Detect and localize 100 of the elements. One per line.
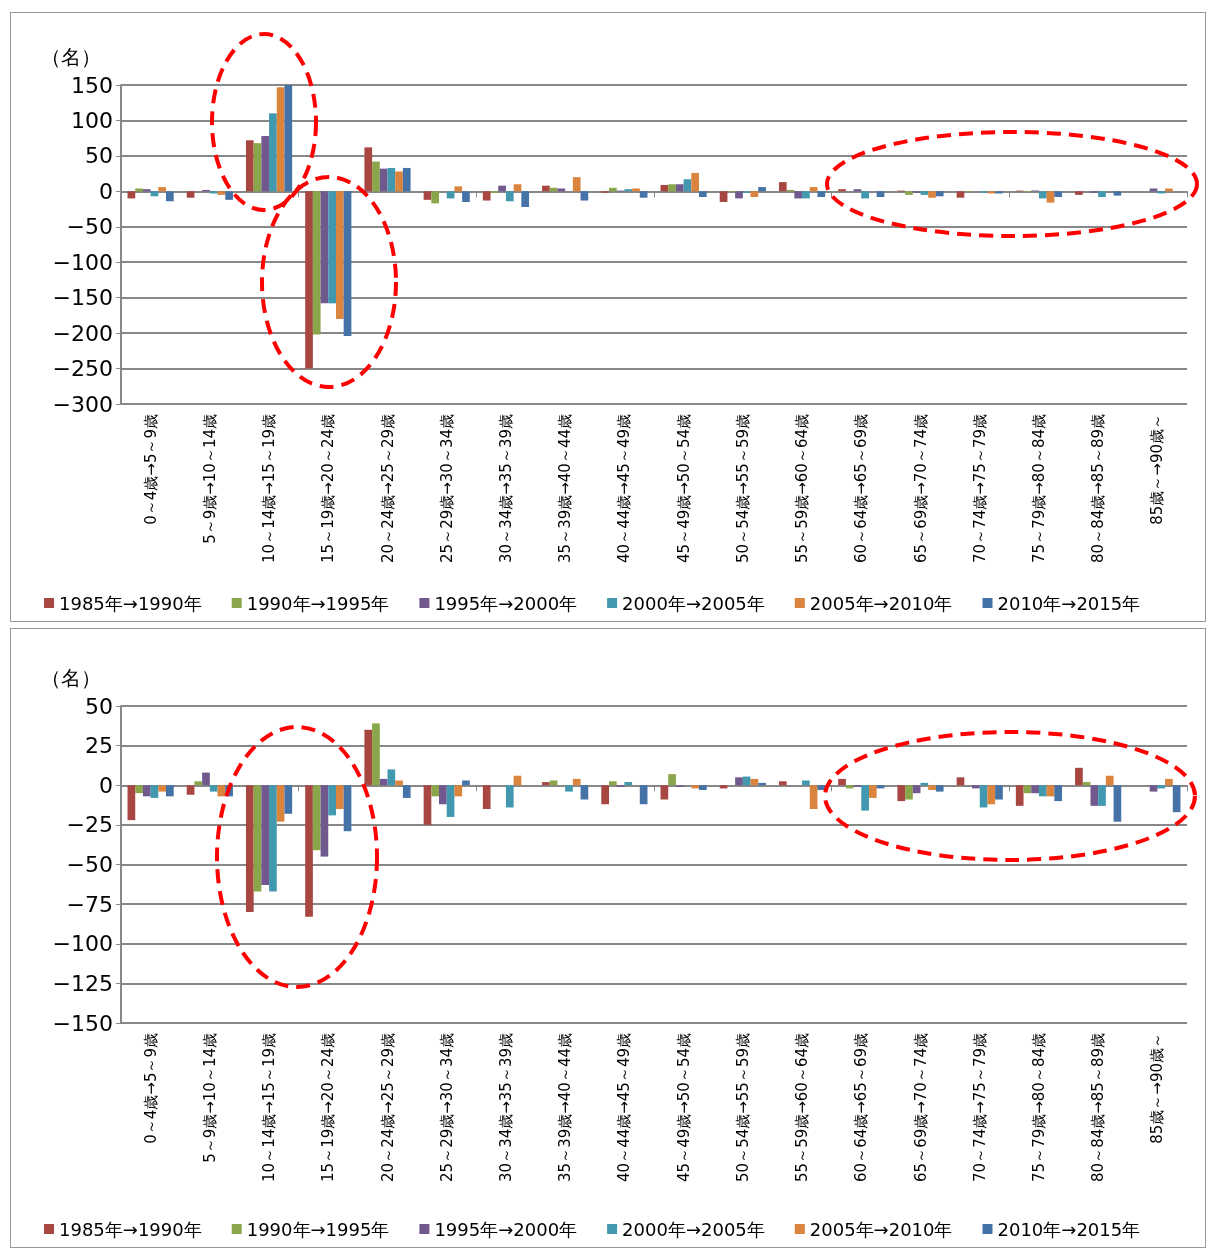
bar xyxy=(312,191,321,335)
x-tick-label: 30～34歳→35～39歳 xyxy=(496,414,515,563)
y-tick-label: −25 xyxy=(66,812,113,838)
bar xyxy=(542,185,550,192)
bar xyxy=(335,785,344,810)
bar xyxy=(972,785,980,789)
bar xyxy=(454,186,463,192)
bar xyxy=(372,161,380,192)
bar xyxy=(624,782,633,786)
bar xyxy=(194,781,203,786)
bar xyxy=(549,780,558,786)
bar xyxy=(135,188,143,192)
bar xyxy=(1015,785,1024,806)
y-tick-label: −300 xyxy=(52,391,113,417)
bar xyxy=(660,785,669,800)
y-tick-label: −50 xyxy=(66,852,113,877)
bar xyxy=(186,785,195,795)
bar xyxy=(343,191,352,336)
bar xyxy=(735,777,743,786)
bar xyxy=(521,191,530,207)
bar xyxy=(328,191,336,304)
y-axis-title: （名） xyxy=(41,45,101,69)
bar xyxy=(372,723,380,786)
y-tick-label: 150 xyxy=(71,72,113,98)
bar xyxy=(217,191,226,195)
bar xyxy=(253,143,262,192)
bar xyxy=(928,191,936,198)
bar xyxy=(1090,785,1099,806)
bar xyxy=(253,785,262,892)
bar xyxy=(920,191,929,195)
legend-label: 1995年→2000年 xyxy=(434,592,578,614)
x-tick-label: 20～24歳→25～29歳 xyxy=(378,1033,397,1182)
x-tick-label: 85歳～→90歳～ xyxy=(1148,1033,1167,1144)
bar xyxy=(166,191,174,202)
bar xyxy=(1075,767,1083,786)
x-tick-label: 70～74歳→75～79歳 xyxy=(970,1033,989,1182)
bar xyxy=(269,785,277,892)
bar xyxy=(395,780,403,786)
bar xyxy=(335,191,344,319)
bar xyxy=(735,191,743,199)
bar xyxy=(683,179,692,192)
bar xyxy=(601,785,609,805)
bar xyxy=(423,785,432,825)
bar xyxy=(1038,191,1047,199)
x-tick-label: 55～59歳→60～64歳 xyxy=(793,414,812,563)
bar xyxy=(624,189,633,192)
bar xyxy=(454,785,463,797)
bar xyxy=(423,191,432,200)
x-tick-label: 5～9歳→10～14歳 xyxy=(200,1033,219,1163)
bar xyxy=(202,772,210,786)
y-tick-label: 50 xyxy=(85,143,113,169)
bar xyxy=(838,189,846,192)
bar xyxy=(498,185,506,192)
bar xyxy=(462,191,470,202)
bar xyxy=(305,191,313,369)
y-tick-label: −100 xyxy=(52,931,113,957)
y-tick-label: −250 xyxy=(52,356,113,382)
legend-label: 2000年→2005年 xyxy=(622,592,765,614)
bar xyxy=(608,781,617,786)
bar xyxy=(379,168,388,192)
bar xyxy=(868,785,877,798)
bar xyxy=(402,167,411,192)
y-tick-label: −75 xyxy=(66,891,113,917)
legend-label: 1985年→1990年 xyxy=(59,592,202,614)
bar xyxy=(1105,775,1114,786)
bar xyxy=(794,191,803,199)
bar xyxy=(1149,188,1158,192)
bar xyxy=(691,172,700,192)
x-tick-label: 50～54歳→55～59歳 xyxy=(733,414,752,563)
y-tick-label: −100 xyxy=(52,249,113,275)
bar xyxy=(1023,785,1032,794)
x-tick-label: 35～39歳→40～44歳 xyxy=(556,1033,575,1182)
bar xyxy=(817,785,826,791)
y-tick-label: −200 xyxy=(52,320,113,346)
bar xyxy=(225,191,233,200)
bar xyxy=(364,147,373,192)
bar xyxy=(987,191,996,194)
bar xyxy=(1054,785,1063,802)
bar xyxy=(1046,785,1055,797)
x-tick-label: 15～19歳→20～24歳 xyxy=(319,414,338,563)
bar xyxy=(305,785,313,917)
bar xyxy=(557,188,566,192)
bar xyxy=(1054,191,1063,197)
bar xyxy=(431,191,440,204)
bar xyxy=(876,191,885,197)
bar xyxy=(995,191,1003,194)
x-tick-label: 60～64歳→65～69歳 xyxy=(852,414,871,563)
bar xyxy=(1157,785,1166,789)
x-tick-label: 25～29歳→30～34歳 xyxy=(437,414,456,563)
legend-label: 2005年→2010年 xyxy=(809,592,953,614)
x-tick-label: 5～9歳→10～14歳 xyxy=(200,414,219,544)
x-tick-label: 10～14歳→15～19歳 xyxy=(260,1033,279,1182)
bar xyxy=(719,191,728,202)
bar xyxy=(209,785,218,792)
x-tick-label: 65～69歳→70～74歳 xyxy=(911,1033,930,1182)
legend-label: 2010年→2015年 xyxy=(997,1218,1141,1240)
bar xyxy=(802,780,810,786)
legend-label: 1990年→1995年 xyxy=(246,1218,390,1240)
bar xyxy=(186,191,195,198)
bar xyxy=(276,785,285,822)
